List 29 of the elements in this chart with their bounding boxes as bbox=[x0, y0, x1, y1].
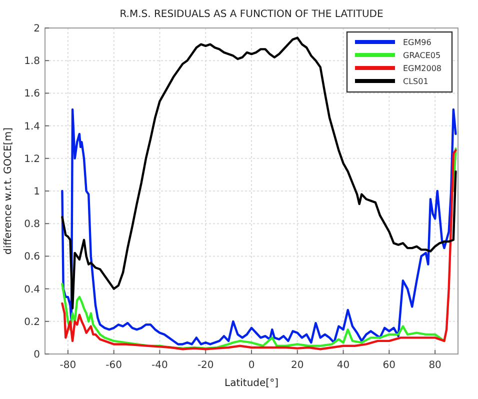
x-tick-label: -20 bbox=[197, 360, 214, 371]
y-tick-label: 2 bbox=[34, 24, 40, 34]
x-axis-title: Latitude[°] bbox=[224, 378, 279, 389]
line-series bbox=[61, 36, 457, 310]
y-tick-label: 0.8 bbox=[24, 219, 40, 230]
y-tick-label: 0.6 bbox=[24, 252, 40, 263]
legend-label: CLS01 bbox=[403, 77, 428, 86]
line-series bbox=[61, 108, 457, 346]
legend-label: GRACE05 bbox=[403, 51, 441, 60]
y-tick-label: 1.6 bbox=[24, 88, 40, 100]
chart-title: R.M.S. RESIDUALS AS A FUNCTION OF THE LATITUDE bbox=[120, 9, 384, 20]
x-tick-label: 20 bbox=[291, 360, 304, 371]
x-tick-label: 0 bbox=[248, 360, 255, 371]
y-tick-label: 0 bbox=[34, 350, 40, 360]
y-axis-title: difference w.r.t. GOCE[m] bbox=[3, 127, 14, 254]
y-tick-label: 0.2 bbox=[24, 316, 40, 328]
y-tick-label: 1.8 bbox=[24, 56, 40, 68]
x-tick-label: -80 bbox=[60, 360, 76, 371]
x-tick-label: -60 bbox=[106, 360, 122, 371]
y-tick-label: 1.2 bbox=[24, 154, 40, 165]
y-tick-label: 1 bbox=[34, 186, 40, 198]
legend-label: EGM2008 bbox=[403, 64, 442, 73]
x-tick-label: 60 bbox=[382, 360, 396, 371]
x-tick-label: 80 bbox=[428, 360, 442, 371]
y-tick-label: 0.4 bbox=[24, 284, 40, 296]
y-tick-label: 1.4 bbox=[24, 121, 40, 132]
x-tick-label: -40 bbox=[152, 360, 168, 371]
legend-label: EGM96 bbox=[403, 38, 432, 47]
x-tick-label: 40 bbox=[336, 360, 350, 371]
